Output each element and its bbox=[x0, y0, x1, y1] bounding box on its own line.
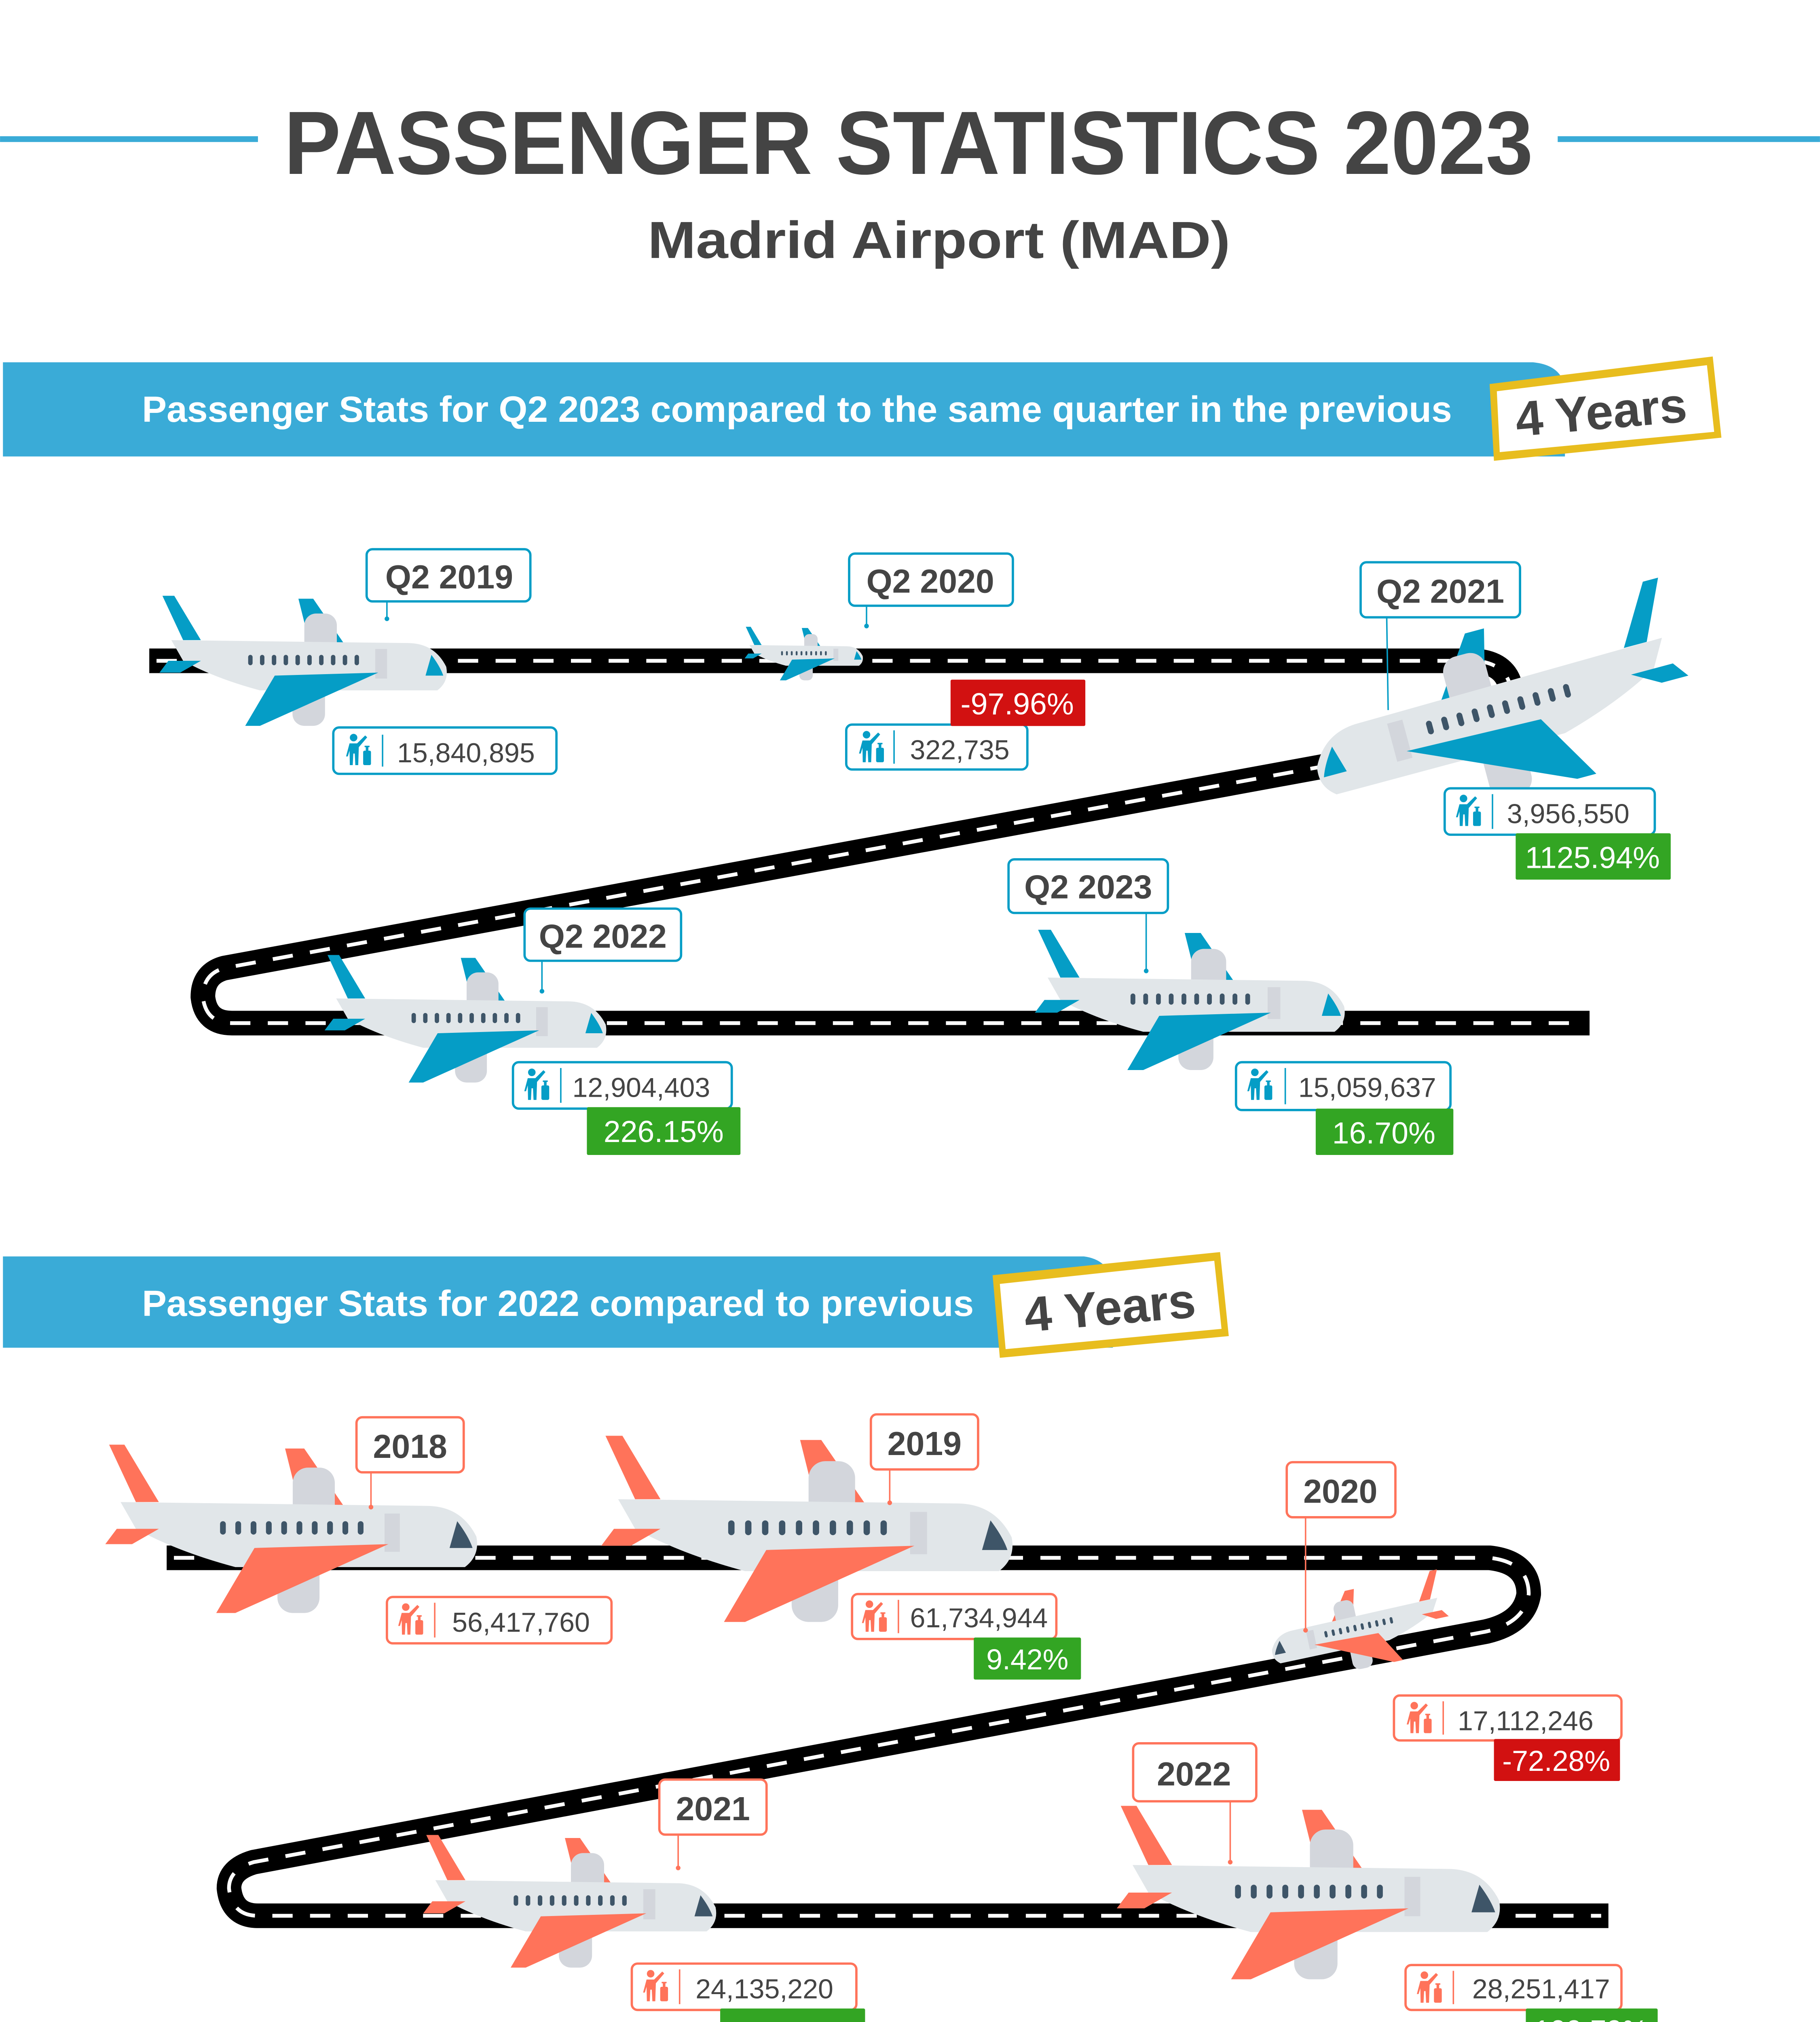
svg-text:Q2 2023: Q2 2023 bbox=[1024, 869, 1152, 906]
plane-2018 bbox=[105, 1445, 477, 1613]
plane-q2-2022 bbox=[324, 955, 607, 1083]
svg-text:16.70%: 16.70% bbox=[1332, 1116, 1435, 1150]
plane-q2-2020 bbox=[744, 626, 863, 681]
svg-text:15,840,895: 15,840,895 bbox=[397, 738, 535, 768]
label-2019: 2019 bbox=[869, 1413, 979, 1505]
section1-years-badge: 4 Years bbox=[1489, 356, 1722, 461]
header-rule-left bbox=[0, 136, 258, 142]
change-badge-q2-2023: 16.70% bbox=[1315, 1108, 1454, 1155]
label-q2-2019: Q2 2019 bbox=[365, 548, 532, 621]
header-rule-right bbox=[1558, 136, 1820, 142]
change-badge-q2-2022: 226.15% bbox=[587, 1107, 741, 1155]
svg-text:Q2 2020: Q2 2020 bbox=[867, 563, 994, 600]
svg-text:2022: 2022 bbox=[1157, 1756, 1231, 1793]
svg-text:322,735: 322,735 bbox=[910, 735, 1010, 766]
change-badge-2022: 109.79% bbox=[1526, 2008, 1658, 2022]
svg-text:Q2 2022: Q2 2022 bbox=[539, 918, 667, 955]
label-2022: 2022 bbox=[1132, 1742, 1258, 1865]
label-q2-2021: Q2 2021 bbox=[1359, 561, 1521, 710]
plane-q2-2023 bbox=[1035, 930, 1345, 1070]
svg-text:28,251,417: 28,251,417 bbox=[1472, 1974, 1610, 2005]
svg-text:56,417,760: 56,417,760 bbox=[452, 1607, 590, 1638]
label-2018: 2018 bbox=[355, 1416, 465, 1510]
svg-text:15,059,637: 15,059,637 bbox=[1298, 1072, 1436, 1103]
svg-text:17,112,246: 17,112,246 bbox=[1458, 1706, 1594, 1736]
section1-banner-text: Passenger Stats for Q2 2023 compared to … bbox=[142, 389, 1452, 429]
page-subtitle: Madrid Airport (MAD) bbox=[648, 211, 1230, 269]
stat-2020: 17,112,246 bbox=[1393, 1694, 1623, 1742]
label-q2-2023: Q2 2023 bbox=[1007, 858, 1169, 973]
section2-banner-text: Passenger Stats for 2022 compared to pre… bbox=[142, 1283, 974, 1324]
change-badge-q2-2021: 1125.94% bbox=[1516, 833, 1671, 880]
stat-q2-2021: 3,956,550 bbox=[1443, 787, 1656, 836]
change-badge-2021: 41.04% bbox=[720, 2008, 865, 2022]
svg-text:24,135,220: 24,135,220 bbox=[695, 1974, 833, 2005]
plane-2021 bbox=[423, 1835, 717, 1968]
plane-q2-2021 bbox=[1298, 577, 1692, 844]
label-2021: 2021 bbox=[658, 1778, 768, 1870]
svg-text:-72.28%: -72.28% bbox=[1502, 1745, 1610, 1777]
svg-text:41.04%: 41.04% bbox=[746, 2016, 854, 2022]
label-2020: 2020 bbox=[1285, 1461, 1397, 1633]
svg-text:Q2 2021: Q2 2021 bbox=[1376, 573, 1504, 610]
svg-text:2018: 2018 bbox=[373, 1428, 447, 1465]
section2-years-badge: 4 Years bbox=[992, 1252, 1229, 1358]
section2-runway bbox=[167, 1545, 1609, 1928]
plane-q2-2019 bbox=[159, 596, 447, 726]
svg-text:1125.94%: 1125.94% bbox=[1525, 840, 1660, 874]
section1-runway bbox=[149, 648, 1590, 1036]
stat-q2-2023: 15,059,637 bbox=[1234, 1061, 1452, 1111]
stat-2018: 56,417,760 bbox=[386, 1596, 613, 1645]
change-badge-2019: 9.42% bbox=[974, 1637, 1081, 1680]
svg-text:12,904,403: 12,904,403 bbox=[573, 1072, 710, 1103]
header: PASSENGER STATISTICS 2023 Madrid Airport… bbox=[0, 93, 1820, 269]
stat-q2-2020: 322,735 bbox=[845, 723, 1029, 771]
svg-text:226.15%: 226.15% bbox=[604, 1115, 724, 1148]
plane-2022 bbox=[1116, 1806, 1500, 1980]
svg-text:2019: 2019 bbox=[888, 1425, 962, 1462]
svg-text:3,956,550: 3,956,550 bbox=[1507, 798, 1630, 829]
svg-text:2021: 2021 bbox=[676, 1790, 750, 1827]
svg-text:-97.96%: -97.96% bbox=[961, 687, 1074, 721]
svg-text:2020: 2020 bbox=[1303, 1473, 1377, 1510]
stat-q2-2022: 12,904,403 bbox=[512, 1061, 733, 1110]
plane-2020 bbox=[1264, 1569, 1449, 1686]
section2-banner: Passenger Stats for 2022 compared to pre… bbox=[3, 1252, 1229, 1358]
stat-q2-2019: 15,840,895 bbox=[332, 726, 558, 775]
svg-text:Q2 2019: Q2 2019 bbox=[385, 558, 513, 596]
label-q2-2022: Q2 2022 bbox=[523, 907, 683, 994]
plane-2019 bbox=[601, 1436, 1013, 1622]
page-title: PASSENGER STATISTICS 2023 bbox=[284, 93, 1533, 193]
label-q2-2020: Q2 2020 bbox=[848, 552, 1014, 628]
change-badge-2020: -72.28% bbox=[1494, 1739, 1620, 1781]
stat-2021: 24,135,220 bbox=[630, 1962, 858, 2011]
svg-text:109.79%: 109.79% bbox=[1534, 2014, 1648, 2022]
section1-banner: Passenger Stats for Q2 2023 compared to … bbox=[3, 356, 1722, 461]
stat-2019: 61,734,944 bbox=[851, 1593, 1058, 1640]
stat-2022: 28,251,417 bbox=[1404, 1964, 1623, 2011]
svg-text:61,734,944: 61,734,944 bbox=[910, 1603, 1048, 1633]
svg-text:9.42%: 9.42% bbox=[986, 1643, 1068, 1676]
change-badge-q2-2020: -97.96% bbox=[950, 679, 1086, 726]
